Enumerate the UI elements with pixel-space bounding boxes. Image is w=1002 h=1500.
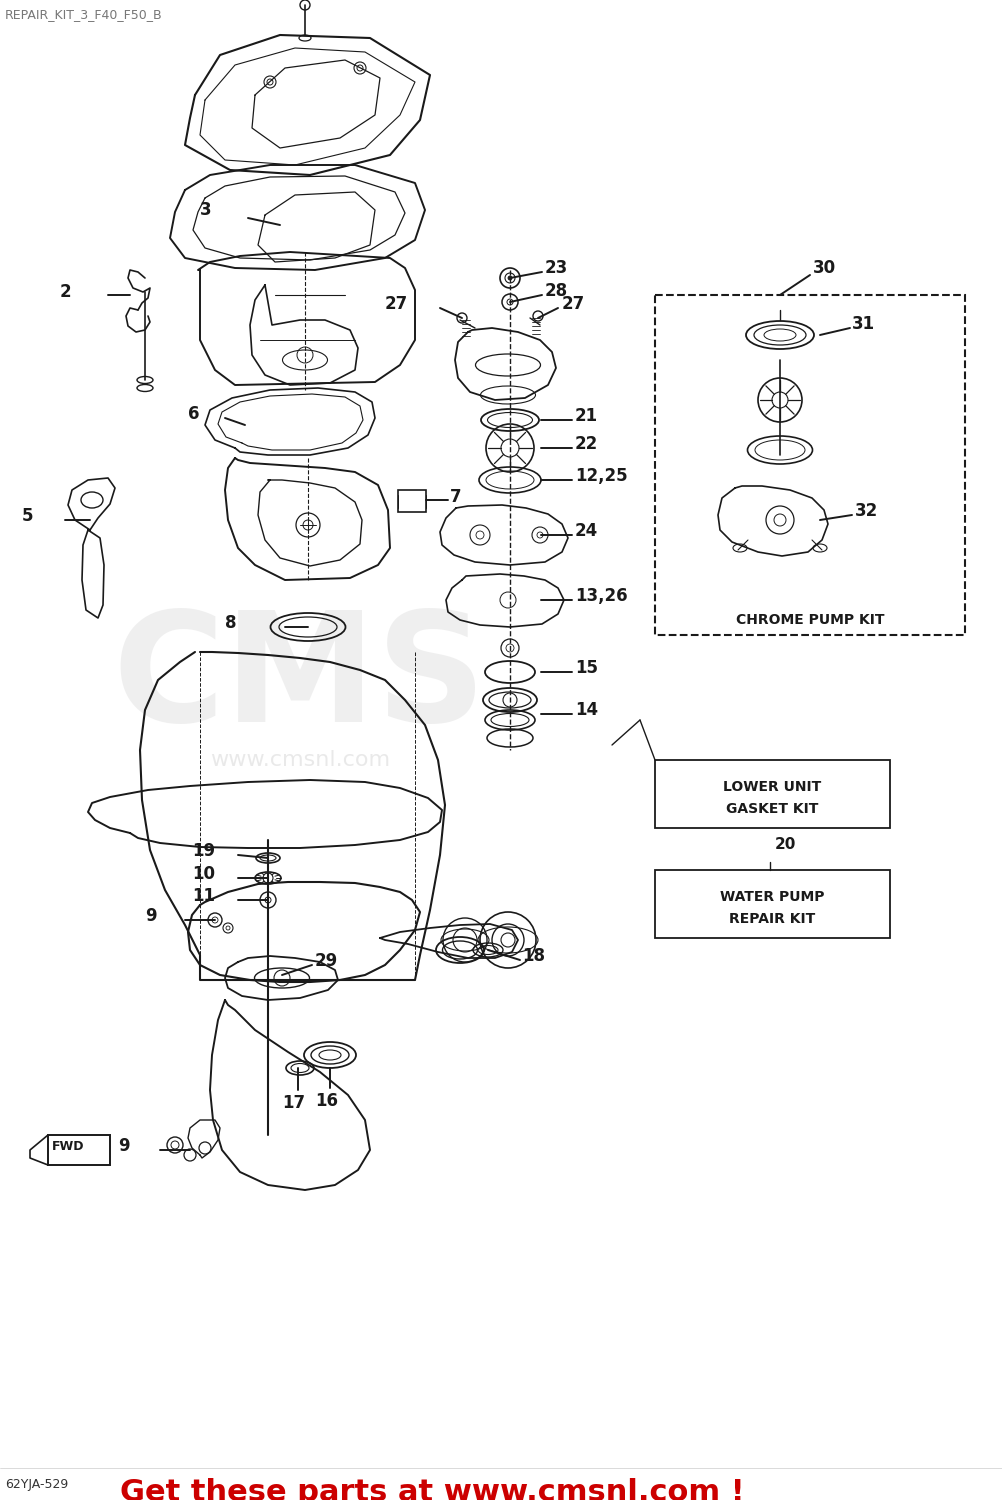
Text: 32: 32 <box>854 503 878 520</box>
Text: 22: 22 <box>574 435 597 453</box>
Text: 5: 5 <box>22 507 33 525</box>
Text: 14: 14 <box>574 700 597 718</box>
Text: GASKET KIT: GASKET KIT <box>725 802 818 816</box>
Bar <box>654 760 889 828</box>
Bar <box>654 296 964 634</box>
Text: REPAIR KIT: REPAIR KIT <box>728 912 815 926</box>
Text: 13,26: 13,26 <box>574 586 627 604</box>
Text: 17: 17 <box>282 1094 305 1112</box>
Text: 18: 18 <box>521 946 544 964</box>
Text: 27: 27 <box>385 296 408 314</box>
Text: FWD: FWD <box>52 1140 84 1154</box>
Text: 8: 8 <box>224 614 236 632</box>
Text: www.cmsnl.com: www.cmsnl.com <box>209 750 390 770</box>
Text: 19: 19 <box>191 842 214 860</box>
Text: 16: 16 <box>315 1092 338 1110</box>
Bar <box>398 490 426 512</box>
Text: 24: 24 <box>574 522 597 540</box>
Text: REPAIR_KIT_3_F40_F50_B: REPAIR_KIT_3_F40_F50_B <box>5 8 162 21</box>
Text: 20: 20 <box>775 837 796 852</box>
Text: 31: 31 <box>851 315 875 333</box>
Text: 30: 30 <box>813 260 836 278</box>
Bar <box>48 1136 110 1166</box>
Text: 10: 10 <box>191 865 214 883</box>
Bar <box>654 870 889 938</box>
Text: CMS: CMS <box>113 606 487 754</box>
Text: 9: 9 <box>145 908 156 926</box>
Text: 27: 27 <box>561 296 584 314</box>
Text: Get these parts at www.cmsnl.com !: Get these parts at www.cmsnl.com ! <box>120 1478 743 1500</box>
Text: 12,25: 12,25 <box>574 466 627 484</box>
Text: 21: 21 <box>574 406 597 424</box>
Text: 9: 9 <box>118 1137 129 1155</box>
Text: 23: 23 <box>544 260 568 278</box>
Text: 62YJA-529: 62YJA-529 <box>5 1478 68 1491</box>
Text: 3: 3 <box>199 201 211 219</box>
Circle shape <box>507 276 511 280</box>
Text: 28: 28 <box>544 282 567 300</box>
Text: 7: 7 <box>450 488 461 506</box>
Text: 15: 15 <box>574 658 597 676</box>
Text: WATER PUMP: WATER PUMP <box>719 890 824 904</box>
Text: 29: 29 <box>315 952 338 970</box>
Text: 6: 6 <box>187 405 199 423</box>
Text: LOWER UNIT: LOWER UNIT <box>722 780 821 794</box>
Text: 2: 2 <box>60 284 71 302</box>
Text: CHROME PUMP KIT: CHROME PUMP KIT <box>735 614 884 627</box>
Text: 11: 11 <box>191 886 214 904</box>
